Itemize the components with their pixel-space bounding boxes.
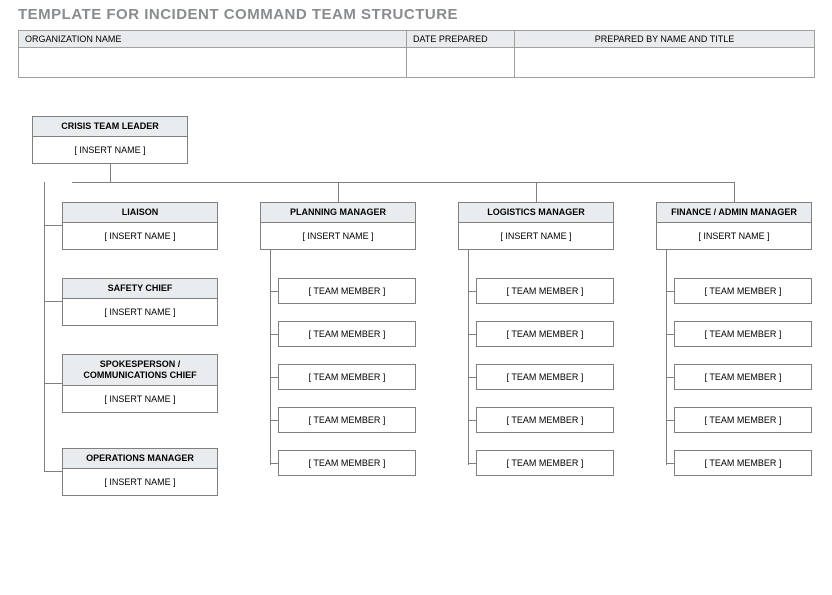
meta-val-org[interactable] xyxy=(19,48,407,78)
team-member[interactable]: [ TEAM MEMBER ] xyxy=(674,450,812,476)
page-title: TEMPLATE FOR INCIDENT COMMAND TEAM STRUC… xyxy=(18,6,458,23)
operations-box: OPERATIONS MANAGER [ INSERT NAME ] xyxy=(62,448,218,496)
logistics-name[interactable]: [ INSERT NAME ] xyxy=(459,223,613,249)
connector xyxy=(666,250,667,465)
connector xyxy=(44,383,62,384)
connector xyxy=(44,471,62,472)
team-member[interactable]: [ TEAM MEMBER ] xyxy=(476,407,614,433)
connector xyxy=(468,420,476,421)
team-member[interactable]: [ TEAM MEMBER ] xyxy=(278,450,416,476)
connector xyxy=(666,334,674,335)
connector xyxy=(270,250,271,465)
spokesperson-box: SPOKESPERSON / COMMUNICATIONS CHIEF [ IN… xyxy=(62,354,218,413)
finance-box: FINANCE / ADMIN MANAGER [ INSERT NAME ] xyxy=(656,202,812,250)
team-member[interactable]: [ TEAM MEMBER ] xyxy=(278,407,416,433)
connector xyxy=(72,182,734,183)
leader-name[interactable]: [ INSERT NAME ] xyxy=(33,137,187,163)
meta-val-prepared[interactable] xyxy=(515,48,815,78)
team-member[interactable]: [ TEAM MEMBER ] xyxy=(476,321,614,347)
team-member[interactable]: [ TEAM MEMBER ] xyxy=(674,364,812,390)
team-member[interactable]: [ TEAM MEMBER ] xyxy=(278,321,416,347)
connector xyxy=(270,420,278,421)
connector xyxy=(270,334,278,335)
meta-val-date[interactable] xyxy=(407,48,515,78)
operations-role: OPERATIONS MANAGER xyxy=(63,449,217,469)
operations-name[interactable]: [ INSERT NAME ] xyxy=(63,469,217,495)
team-member[interactable]: [ TEAM MEMBER ] xyxy=(674,321,812,347)
meta-col-date: DATE PREPARED xyxy=(407,31,515,48)
logistics-box: LOGISTICS MANAGER [ INSERT NAME ] xyxy=(458,202,614,250)
safety-role: SAFETY CHIEF xyxy=(63,279,217,299)
leader-role: CRISIS TEAM LEADER xyxy=(33,117,187,137)
connector xyxy=(110,164,111,182)
connector xyxy=(270,463,278,464)
connector xyxy=(44,225,62,226)
connector xyxy=(270,291,278,292)
team-member[interactable]: [ TEAM MEMBER ] xyxy=(674,407,812,433)
connector xyxy=(468,250,469,465)
meta-col-org: ORGANIZATION NAME xyxy=(19,31,407,48)
connector xyxy=(468,291,476,292)
connector xyxy=(536,182,537,202)
connector xyxy=(338,182,339,202)
logistics-role: LOGISTICS MANAGER xyxy=(459,203,613,223)
liaison-role: LIAISON xyxy=(63,203,217,223)
team-member[interactable]: [ TEAM MEMBER ] xyxy=(476,364,614,390)
finance-name[interactable]: [ INSERT NAME ] xyxy=(657,223,811,249)
safety-name[interactable]: [ INSERT NAME ] xyxy=(63,299,217,325)
team-member[interactable]: [ TEAM MEMBER ] xyxy=(278,278,416,304)
connector xyxy=(270,377,278,378)
liaison-box: LIAISON [ INSERT NAME ] xyxy=(62,202,218,250)
safety-box: SAFETY CHIEF [ INSERT NAME ] xyxy=(62,278,218,326)
planning-box: PLANNING MANAGER [ INSERT NAME ] xyxy=(260,202,416,250)
team-member[interactable]: [ TEAM MEMBER ] xyxy=(476,450,614,476)
connector xyxy=(666,291,674,292)
connector xyxy=(734,182,735,202)
connector xyxy=(468,377,476,378)
team-member[interactable]: [ TEAM MEMBER ] xyxy=(278,364,416,390)
spokesperson-role: SPOKESPERSON / COMMUNICATIONS CHIEF xyxy=(63,355,217,386)
leader-box: CRISIS TEAM LEADER [ INSERT NAME ] xyxy=(32,116,188,164)
connector xyxy=(468,334,476,335)
team-member[interactable]: [ TEAM MEMBER ] xyxy=(476,278,614,304)
finance-role: FINANCE / ADMIN MANAGER xyxy=(657,203,811,223)
connector xyxy=(44,301,62,302)
connector xyxy=(666,463,674,464)
connector xyxy=(666,420,674,421)
connector xyxy=(468,463,476,464)
planning-role: PLANNING MANAGER xyxy=(261,203,415,223)
meta-col-prepared: PREPARED BY NAME AND TITLE xyxy=(515,31,815,48)
meta-table: ORGANIZATION NAME DATE PREPARED PREPARED… xyxy=(18,30,815,78)
spokesperson-name[interactable]: [ INSERT NAME ] xyxy=(63,386,217,412)
planning-name[interactable]: [ INSERT NAME ] xyxy=(261,223,415,249)
team-member[interactable]: [ TEAM MEMBER ] xyxy=(674,278,812,304)
connector xyxy=(666,377,674,378)
liaison-name[interactable]: [ INSERT NAME ] xyxy=(63,223,217,249)
